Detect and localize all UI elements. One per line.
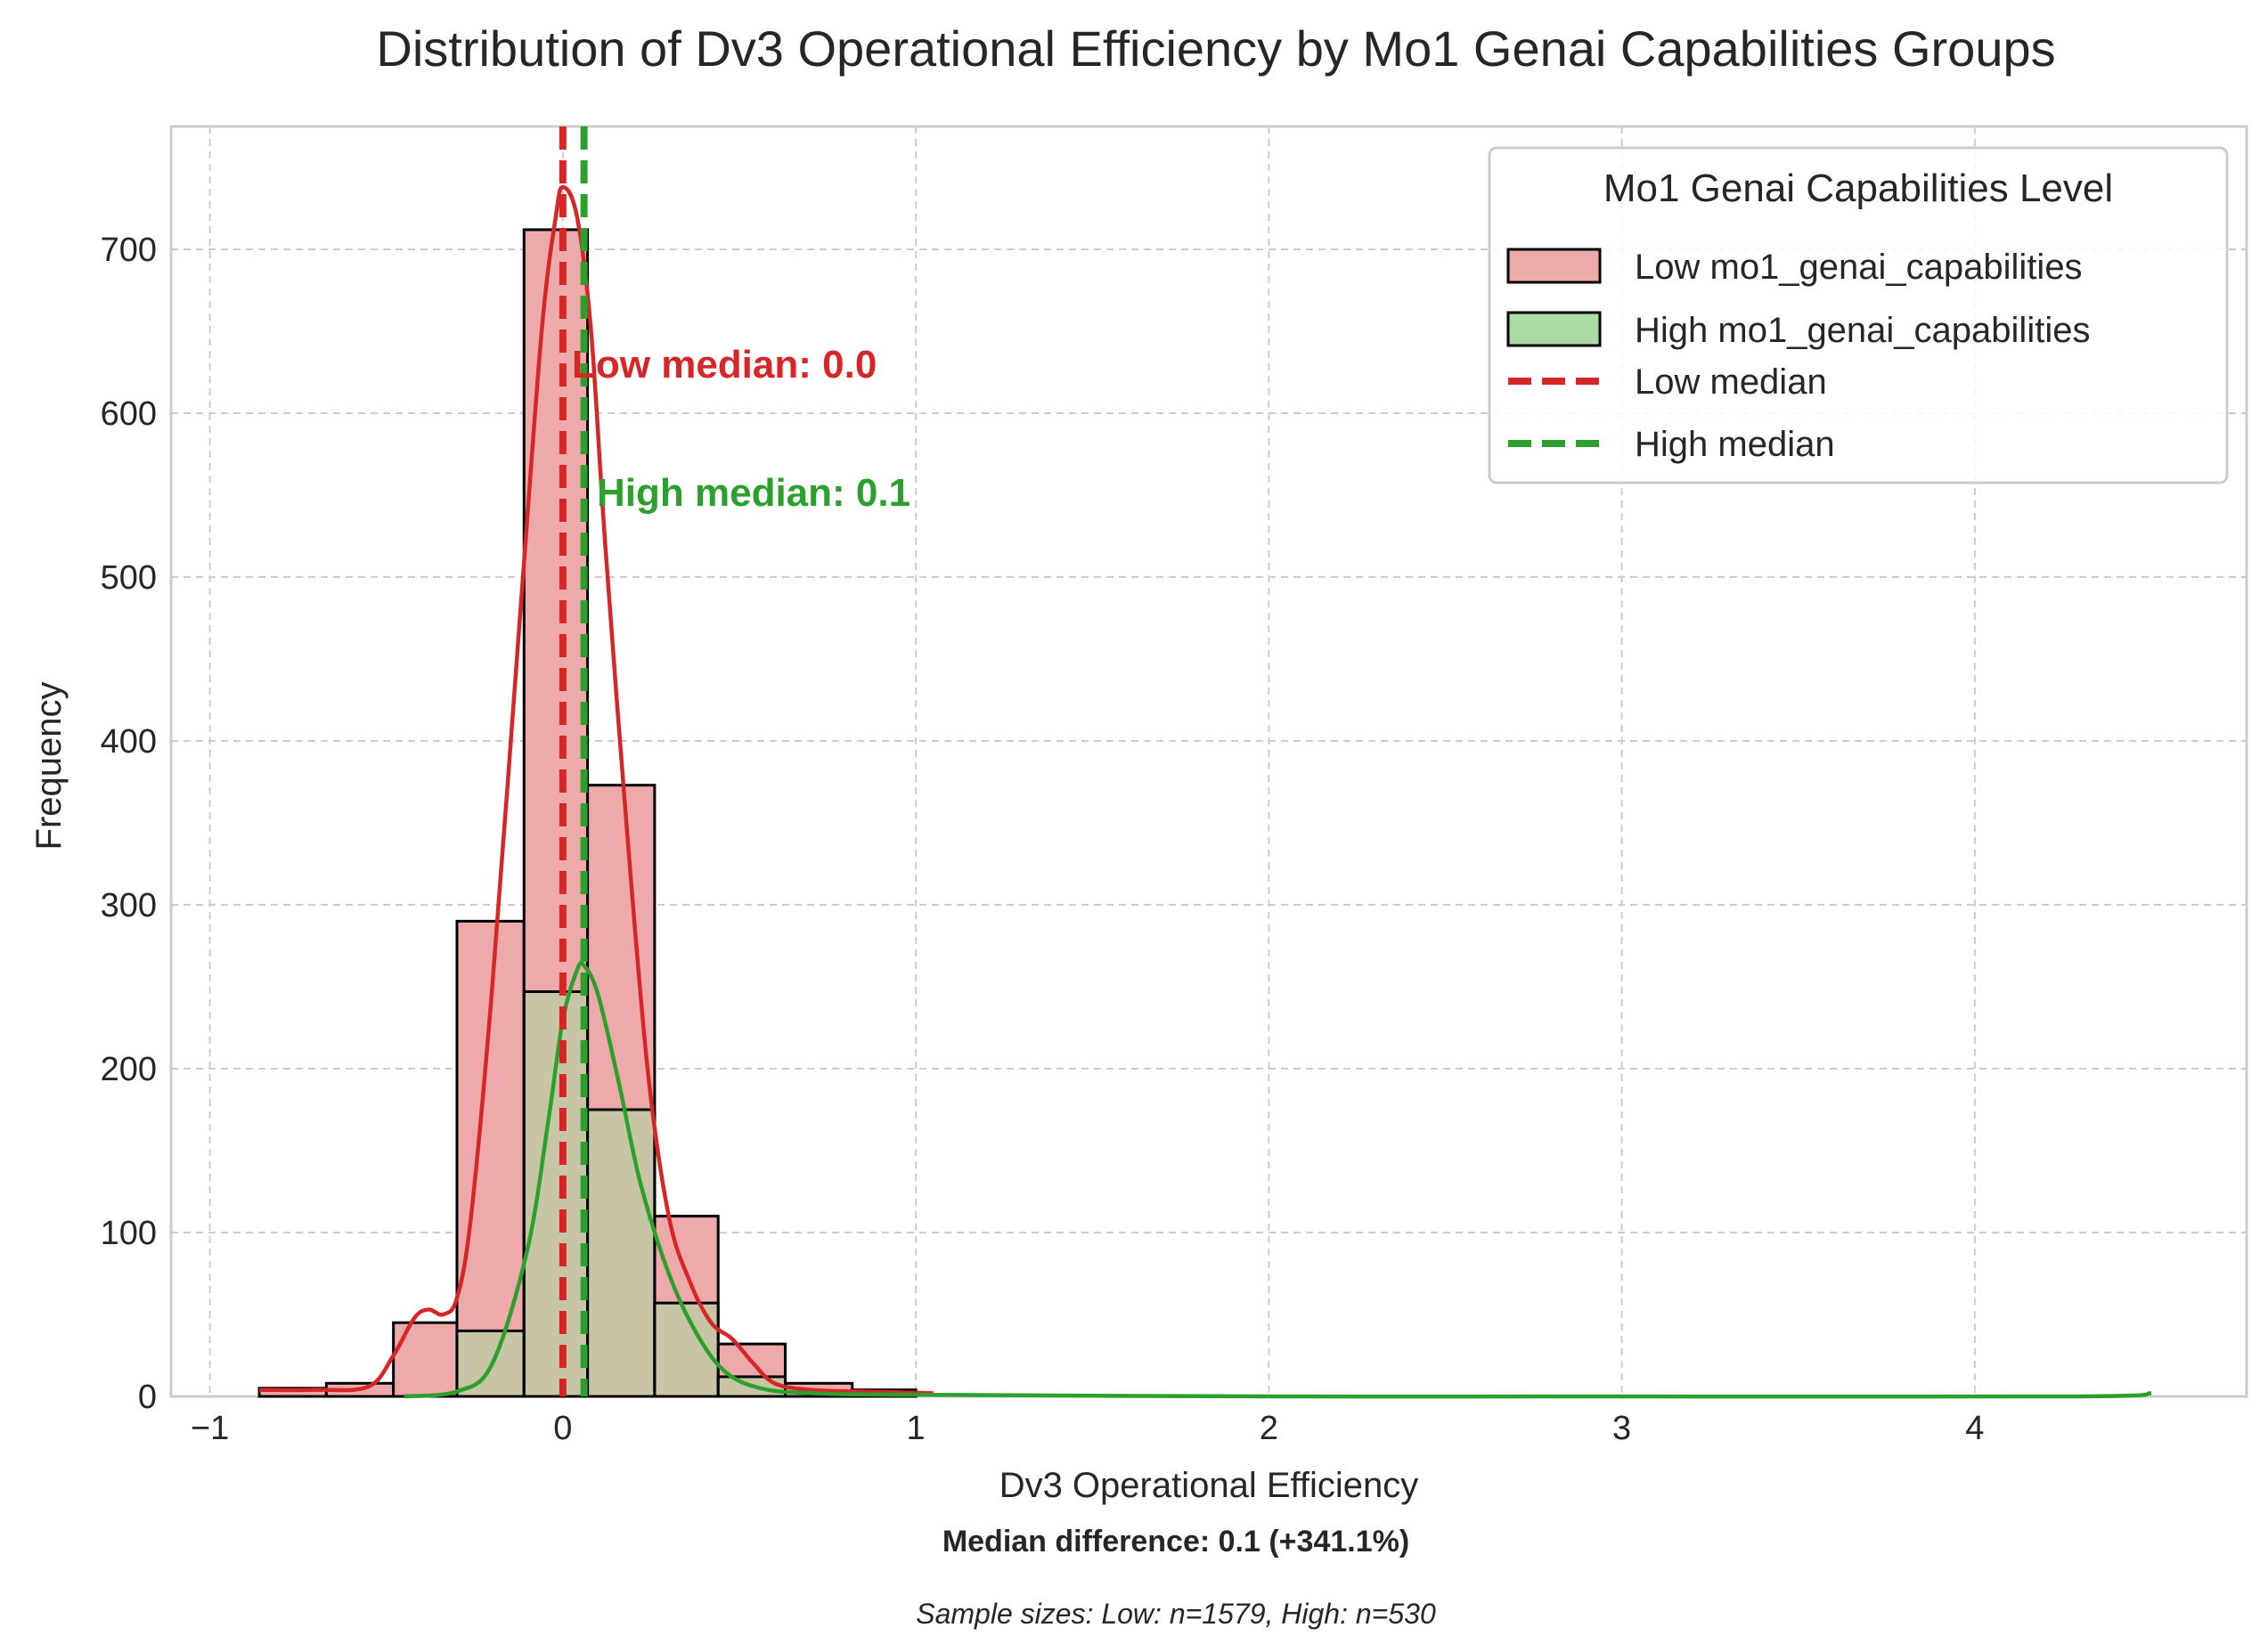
kde-curves [259,184,2152,1399]
legend-frame [1488,146,2229,484]
chart-title: Distribution of Dv3 Operational Efficien… [376,20,2055,77]
y-axis-label: Frequency [29,682,69,850]
legend-swatch-low [1506,248,1602,284]
legend-label-low-median: Low median [1635,362,1827,402]
median-lines [559,126,588,1396]
x-tick-label: 0 [553,1410,572,1447]
high-median-label: High median: 0.1 [597,471,910,515]
legend-label-low: Low mo1_genai_capabilities [1635,248,2083,287]
kde-curve-low [259,184,934,1396]
legend-title: Mo1 Genai Capabilities Level [1603,167,2113,210]
y-tick-label: 600 [101,395,157,433]
x-tick-label: −1 [191,1410,229,1447]
sample-sizes-note: Sample sizes: Low: n=1579, High: n=530 [916,1598,1436,1630]
x-axis-ticks: −1 0 1 2 3 4 [191,1410,1985,1447]
kde-curve-high [404,960,2152,1399]
y-axis-ticks: 0 100 200 300 400 500 600 700 [101,232,157,1416]
x-tick-label: 2 [1260,1410,1278,1447]
y-tick-label: 400 [101,723,157,761]
median-difference-note: Median difference: 0.1 (+341.1%) [942,1525,1409,1558]
x-tick-label: 3 [1612,1410,1631,1447]
y-tick-label: 300 [101,887,157,924]
x-tick-label: 4 [1965,1410,1984,1447]
bar-low [392,1321,459,1398]
legend-label-high-median: High median [1635,425,1835,464]
legend-label-high: High mo1_genai_capabilities [1635,311,2090,350]
median-annotations: Low median: 0.0 High median: 0.1 [572,343,910,515]
x-tick-label: 1 [907,1410,926,1447]
y-tick-label: 0 [138,1379,157,1416]
y-tick-label: 500 [101,559,157,597]
y-tick-label: 700 [101,232,157,269]
legend-swatch-high [1506,311,1602,347]
y-tick-label: 100 [101,1215,157,1252]
legend: Mo1 Genai Capabilities Level Low mo1_gen… [1488,146,2229,484]
y-tick-label: 200 [101,1051,157,1088]
bar-high [586,1108,657,1398]
x-axis-label: Dv3 Operational Efficiency [999,1466,1419,1505]
low-median-label: Low median: 0.0 [572,343,877,387]
